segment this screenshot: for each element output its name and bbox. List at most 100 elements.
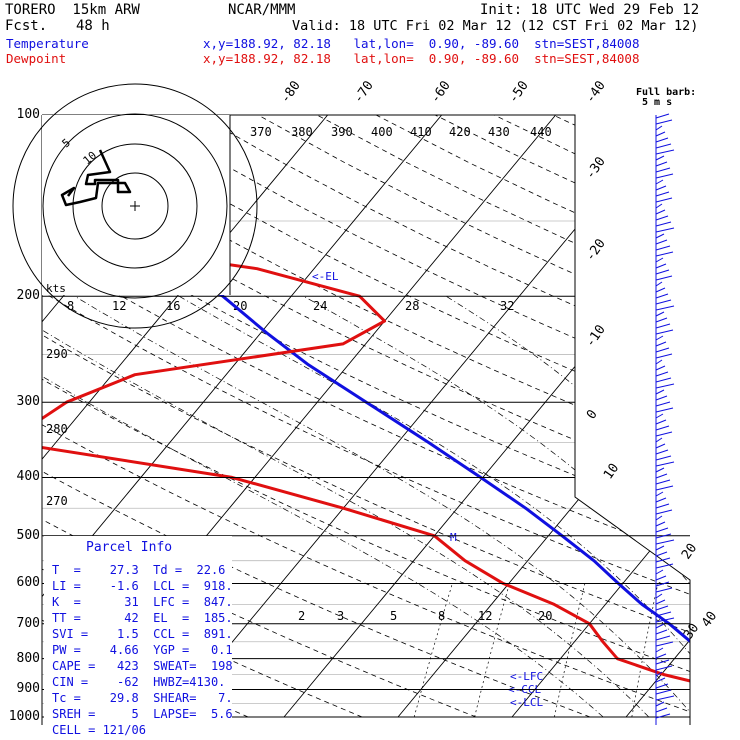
wind-barb [655, 251, 674, 257]
wind-barb [655, 437, 663, 443]
wind-barb [655, 617, 675, 623]
thetae-label: 24 [313, 299, 327, 313]
mixing-ratio-line [702, 583, 724, 717]
hodograph-ring [101, 172, 169, 240]
isotherm-label: -70 [351, 78, 377, 106]
hodograph-ring [72, 143, 198, 269]
thetae-label: 32 [500, 299, 514, 313]
dry-adiabat [316, 115, 690, 718]
parcel-info-row: T = 27.3 Td = 22.6 [52, 563, 226, 577]
wind-barb [655, 461, 675, 467]
parcel-info-row: SVI = 1.5 CCL = 891. [52, 627, 233, 641]
mixing-ratio-label: 3 [337, 609, 344, 623]
wind-barb [655, 701, 665, 707]
isotherm-label: 10 [601, 461, 622, 482]
wind-barb [655, 245, 671, 251]
theta-label: 370 [250, 125, 272, 139]
wind-barb [655, 413, 664, 419]
wind-barb [655, 629, 668, 635]
isotherm-line [511, 115, 690, 718]
isotherm-label: -40 [583, 78, 609, 106]
wind-barb [655, 389, 665, 395]
wind-barb [655, 635, 671, 641]
annotation-label: <-LFC [510, 670, 543, 683]
moist-adiabat [42, 295, 604, 718]
wind-barb [655, 611, 672, 617]
pressure-label: 900 [16, 681, 40, 697]
thetae-label: 16 [166, 299, 180, 313]
wind-barb [655, 407, 674, 413]
wind-barb [655, 371, 669, 377]
theta-label: 420 [449, 125, 471, 139]
wind-barb [655, 383, 675, 389]
valid-time: Valid: 18 UTC Fri 02 Mar 12 (12 CST Fri … [292, 18, 699, 34]
pressure-label: 300 [16, 394, 40, 410]
dry-adiabat [42, 115, 690, 718]
dry-adiabat [257, 115, 690, 718]
hodograph-ring [12, 83, 258, 329]
isotherm-line [625, 115, 690, 718]
wind-barb [655, 401, 671, 407]
wind-barb [655, 641, 674, 647]
wind-barb [655, 449, 669, 455]
isotherm-line [283, 115, 690, 718]
isotherm-label: -20 [583, 236, 609, 264]
wind-barb [655, 275, 673, 281]
wind-barb [655, 197, 673, 203]
wind-barb [655, 335, 664, 341]
theta-label: 380 [291, 125, 313, 139]
wind-barb [655, 419, 667, 425]
wind-barb [655, 671, 663, 677]
wind-barb [655, 131, 666, 137]
isotherm-label: -60 [428, 78, 454, 106]
temperature-legend-label: Temperature [6, 36, 89, 51]
isotherm-label: -80 [278, 78, 304, 106]
wind-barb [655, 659, 670, 665]
thetae-label: 8 [67, 299, 74, 313]
model-title: TORERO 15km ARW [5, 2, 140, 18]
wind-barb [655, 341, 667, 347]
dewpoint-profile [42, 115, 690, 718]
wind-barb [655, 281, 663, 287]
wind-barb [655, 263, 667, 269]
wind-barb [655, 425, 670, 431]
wind-barb [655, 431, 673, 437]
moist-adiabat [715, 296, 740, 717]
wind-barb [655, 683, 669, 689]
parcel-info-row: LI = -1.6 LCL = 918. [52, 579, 233, 593]
wind-barb [655, 299, 672, 305]
wind-barb [655, 347, 670, 353]
wind-barb-legend-label: Full barb: [636, 87, 697, 98]
wind-barb [655, 521, 666, 527]
wind-barb [655, 353, 673, 359]
wind-barb [655, 575, 667, 581]
parcel-info-row: SREH = 5 LAPSE= 5.6 [52, 707, 233, 721]
isotherm-line [42, 115, 443, 718]
fcst-label: Fcst. [5, 18, 48, 34]
theta-left-label: 280 [46, 422, 68, 436]
wind-barb [655, 569, 664, 575]
wind-barb [655, 269, 670, 275]
parcel-info-row: CAPE = 423 SWEAT= 198 [52, 659, 233, 673]
dry-adiabat [42, 115, 363, 718]
wind-barb [655, 137, 669, 143]
isotherm-line [42, 115, 329, 718]
wind-barb [655, 215, 669, 221]
wind-barb [655, 677, 666, 683]
dry-adiabat [611, 115, 690, 718]
dewpoint-legend-label: Dewpoint [6, 51, 67, 66]
dry-adiabat [42, 115, 690, 718]
isotherm-label: -50 [506, 78, 532, 106]
wind-barb [655, 287, 666, 293]
wind-barb [655, 239, 668, 245]
wind-barb [655, 581, 670, 587]
pressure-label: 500 [16, 527, 40, 543]
wind-barb [655, 443, 666, 449]
parcel-info-row: Tc = 29.8 SHEAR= 7. [52, 691, 233, 705]
mixing-ratio-label: 8 [438, 609, 445, 623]
wind-barb [655, 593, 663, 599]
center-title: NCAR/MMM [228, 2, 296, 18]
wind-barb [655, 167, 671, 173]
wind-barb-legend-unit: 5 m s [642, 97, 673, 108]
pressure-label: 100 [16, 107, 40, 122]
